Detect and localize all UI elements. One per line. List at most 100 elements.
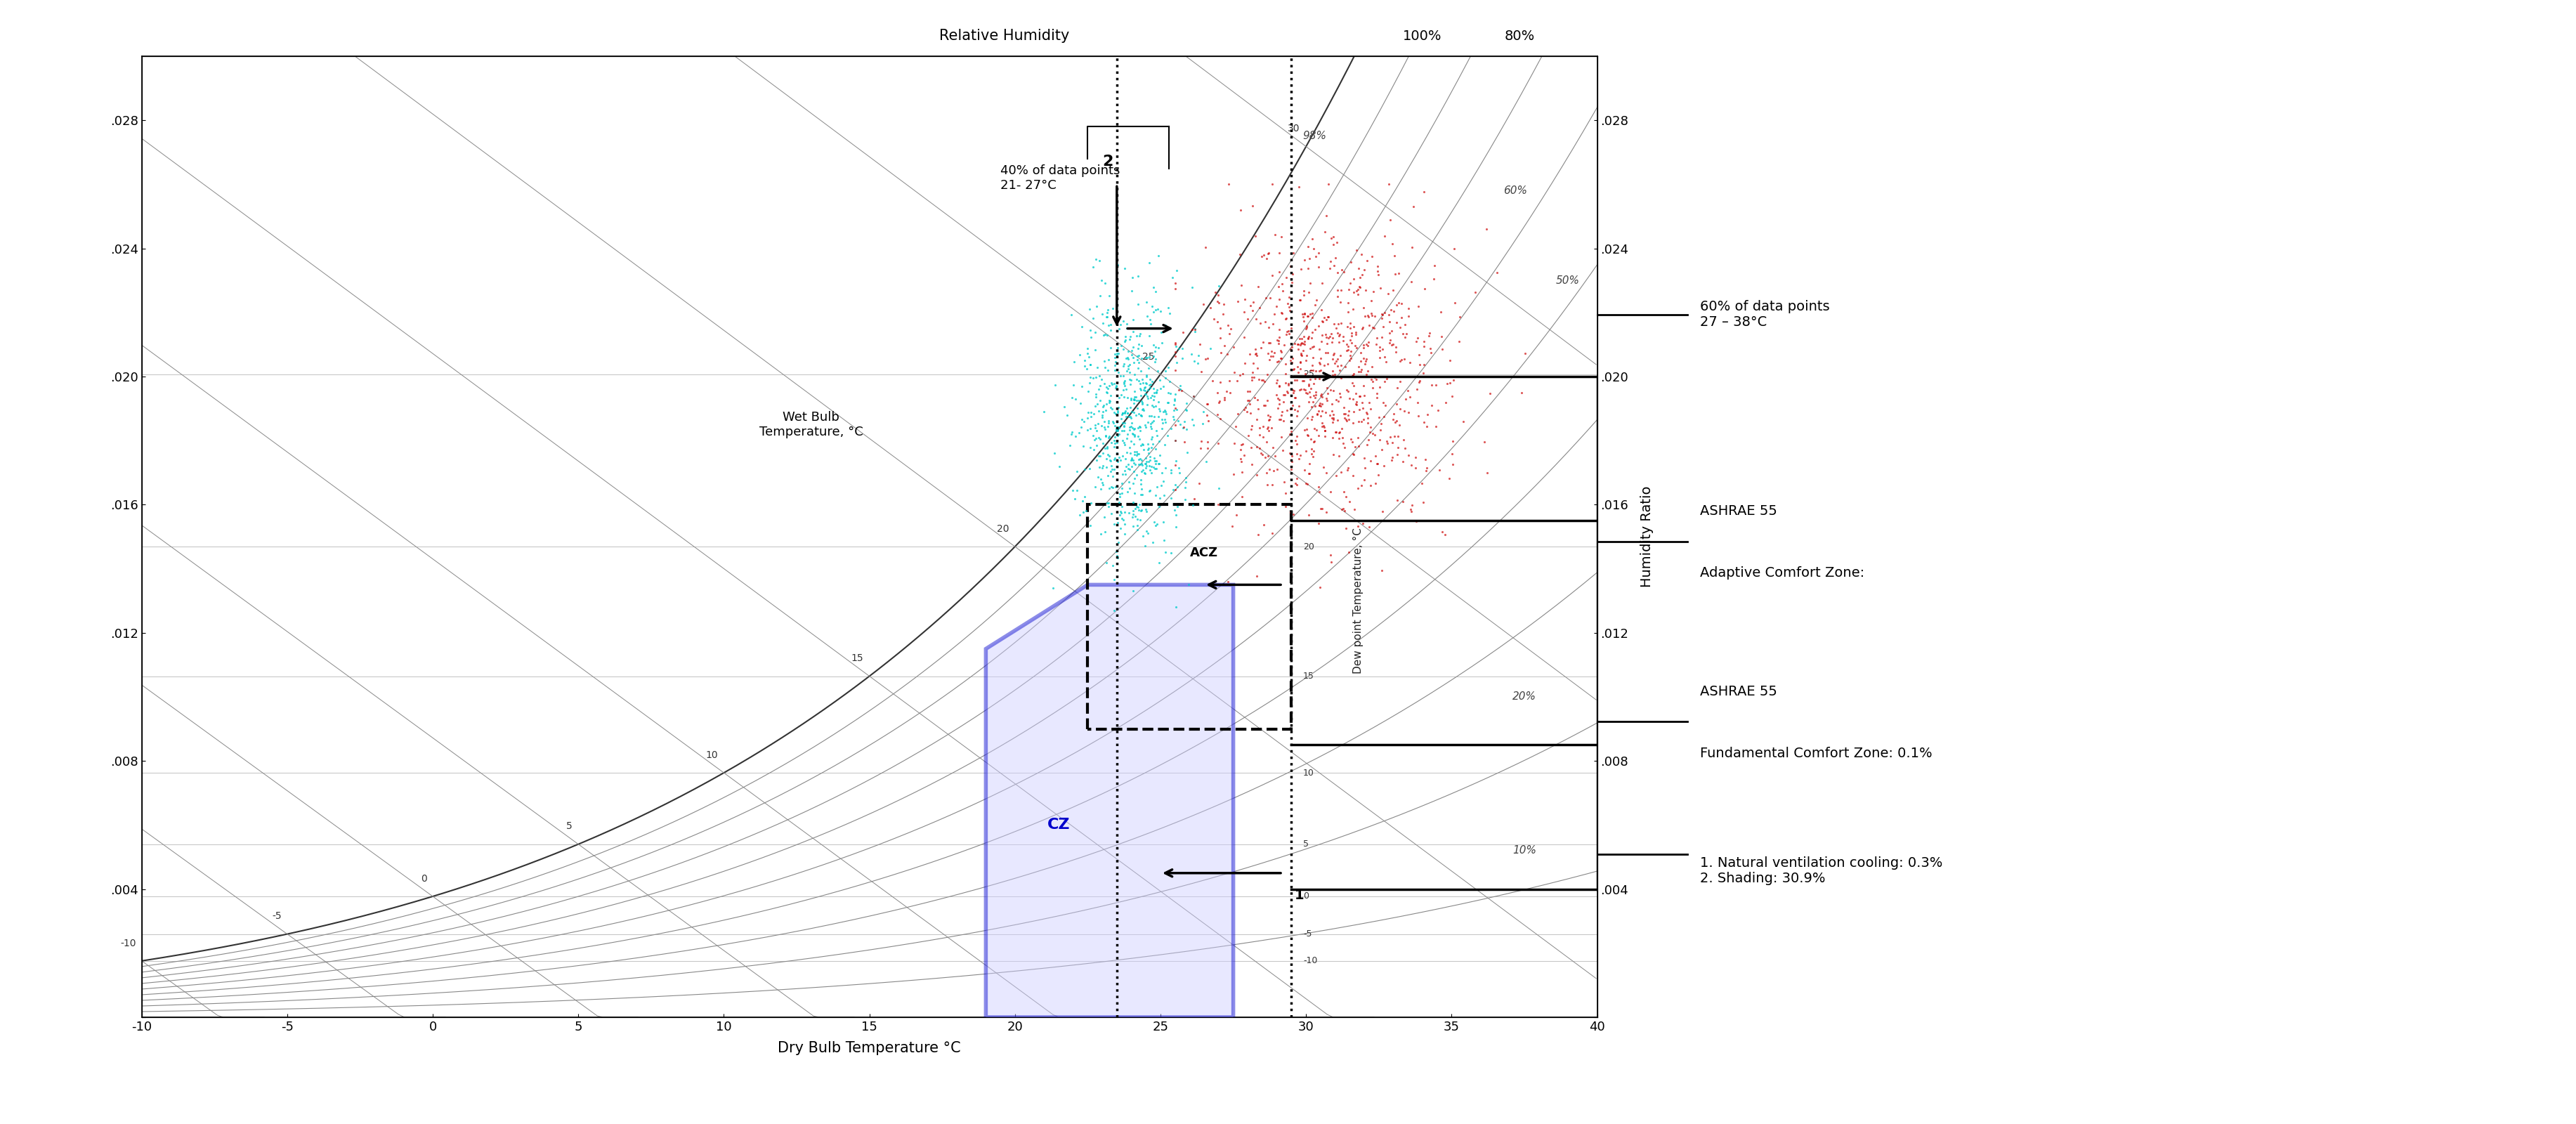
Point: [1221, 463, 1262, 481]
Point: [1267, 321, 1309, 339]
Point: [1363, 347, 1404, 365]
Point: [1347, 308, 1388, 326]
Point: [1329, 346, 1370, 364]
Point: [1087, 316, 1128, 334]
Point: [1077, 451, 1118, 469]
Point: [1115, 446, 1157, 464]
Text: -5: -5: [1303, 930, 1311, 939]
Point: [1236, 568, 1278, 586]
Text: Relative Humidity: Relative Humidity: [940, 29, 1069, 43]
Point: [1355, 474, 1396, 492]
Point: [1087, 450, 1128, 468]
Point: [1203, 296, 1244, 314]
Point: [1321, 428, 1363, 446]
Point: [1358, 455, 1399, 473]
Point: [1285, 384, 1327, 402]
Point: [1311, 333, 1352, 351]
Point: [1224, 328, 1265, 346]
Point: [1288, 283, 1329, 301]
Point: [1309, 381, 1350, 399]
Point: [1126, 388, 1167, 406]
Point: [1113, 420, 1154, 438]
Point: [1316, 319, 1358, 337]
Point: [1046, 407, 1087, 425]
Point: [1133, 347, 1175, 365]
Point: [1419, 461, 1461, 479]
Point: [1332, 414, 1373, 432]
Point: [1079, 252, 1121, 270]
Point: [1396, 380, 1437, 398]
Point: [1342, 377, 1383, 395]
Point: [1358, 466, 1399, 484]
Point: [1262, 336, 1303, 354]
Point: [1298, 478, 1340, 496]
Point: [1324, 409, 1365, 427]
Point: [1350, 418, 1391, 436]
Point: [1128, 452, 1170, 470]
Point: [1095, 345, 1136, 363]
Point: [1092, 571, 1133, 589]
Point: [1396, 297, 1437, 315]
Point: [1108, 418, 1149, 436]
Point: [1097, 453, 1139, 471]
Point: [1110, 330, 1151, 348]
Point: [1249, 334, 1291, 352]
Point: [1121, 510, 1162, 528]
Point: [1406, 459, 1448, 477]
Point: [1291, 338, 1332, 356]
Point: [1345, 281, 1386, 299]
Point: [1154, 410, 1195, 428]
Point: [1311, 406, 1352, 424]
Point: [1126, 348, 1167, 366]
Point: [1296, 362, 1337, 380]
Point: [1247, 464, 1288, 482]
Point: [1190, 339, 1231, 357]
Point: [1329, 410, 1370, 428]
Point: [1110, 399, 1151, 417]
Point: [1412, 397, 1453, 415]
Point: [1273, 400, 1314, 418]
Point: [1154, 432, 1195, 450]
Point: [1231, 354, 1273, 372]
Point: [1136, 460, 1177, 478]
Point: [1164, 400, 1206, 418]
Point: [1296, 383, 1337, 401]
Point: [1164, 420, 1206, 438]
Point: [1090, 434, 1131, 452]
Point: [1358, 265, 1399, 283]
Point: [1291, 229, 1332, 247]
Point: [1298, 317, 1340, 335]
Point: [1283, 334, 1324, 352]
Point: [1084, 401, 1126, 419]
Point: [1301, 312, 1342, 330]
Point: [1097, 404, 1139, 422]
Point: [1074, 429, 1115, 447]
Point: [1113, 388, 1154, 406]
Point: [1347, 393, 1388, 411]
Point: [1149, 383, 1190, 401]
Point: [1121, 450, 1162, 468]
Point: [1273, 397, 1314, 415]
Text: 1. Natural ventilation cooling: 0.3%
2. Shading: 30.9%: 1. Natural ventilation cooling: 0.3% 2. …: [1700, 856, 1942, 886]
Point: [1095, 405, 1136, 423]
Point: [1092, 478, 1133, 496]
Point: [1118, 445, 1159, 463]
Point: [1123, 527, 1164, 545]
Point: [1278, 335, 1319, 353]
Point: [1383, 492, 1425, 510]
Point: [1360, 561, 1401, 579]
Point: [1121, 436, 1162, 454]
Point: [1051, 389, 1092, 407]
Point: [1139, 489, 1180, 507]
Point: [1296, 386, 1337, 404]
Point: [1139, 408, 1180, 426]
Point: [1115, 390, 1157, 408]
Point: [1105, 372, 1146, 390]
Point: [1306, 502, 1347, 520]
Point: [1121, 455, 1162, 473]
Point: [1352, 307, 1394, 325]
Point: [1131, 388, 1172, 406]
Text: ASHRAE 55: ASHRAE 55: [1700, 685, 1777, 698]
Point: [1095, 432, 1136, 450]
Point: [1082, 406, 1123, 424]
